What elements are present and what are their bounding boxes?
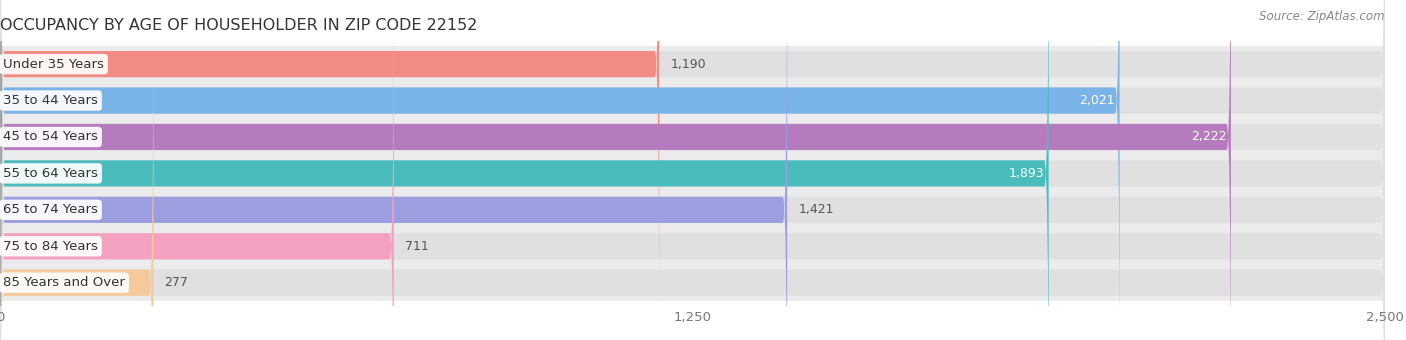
Text: 277: 277: [165, 276, 188, 289]
Text: Source: ZipAtlas.com: Source: ZipAtlas.com: [1260, 10, 1385, 23]
FancyBboxPatch shape: [0, 4, 153, 340]
FancyBboxPatch shape: [0, 82, 1385, 119]
Text: 1,190: 1,190: [671, 57, 706, 71]
Text: OCCUPANCY BY AGE OF HOUSEHOLDER IN ZIP CODE 22152: OCCUPANCY BY AGE OF HOUSEHOLDER IN ZIP C…: [0, 18, 478, 33]
Text: 2,021: 2,021: [1080, 94, 1115, 107]
Text: 1,421: 1,421: [799, 203, 834, 216]
FancyBboxPatch shape: [0, 0, 1230, 340]
Text: 75 to 84 Years: 75 to 84 Years: [3, 240, 98, 253]
FancyBboxPatch shape: [0, 0, 1119, 340]
Text: 85 Years and Over: 85 Years and Over: [3, 276, 125, 289]
Text: Under 35 Years: Under 35 Years: [3, 57, 104, 71]
FancyBboxPatch shape: [0, 119, 1385, 155]
FancyBboxPatch shape: [0, 228, 1385, 265]
Text: 711: 711: [405, 240, 429, 253]
Text: 55 to 64 Years: 55 to 64 Years: [3, 167, 98, 180]
FancyBboxPatch shape: [0, 155, 1385, 192]
FancyBboxPatch shape: [0, 192, 1385, 228]
Text: 65 to 74 Years: 65 to 74 Years: [3, 203, 98, 216]
FancyBboxPatch shape: [0, 4, 1385, 340]
FancyBboxPatch shape: [0, 46, 1385, 82]
Text: 35 to 44 Years: 35 to 44 Years: [3, 94, 98, 107]
Text: 1,893: 1,893: [1008, 167, 1045, 180]
Text: 45 to 54 Years: 45 to 54 Years: [3, 131, 98, 143]
Text: 2,222: 2,222: [1191, 131, 1226, 143]
FancyBboxPatch shape: [0, 0, 659, 340]
FancyBboxPatch shape: [0, 0, 787, 340]
FancyBboxPatch shape: [0, 0, 394, 340]
FancyBboxPatch shape: [0, 265, 1385, 301]
FancyBboxPatch shape: [0, 0, 1049, 340]
